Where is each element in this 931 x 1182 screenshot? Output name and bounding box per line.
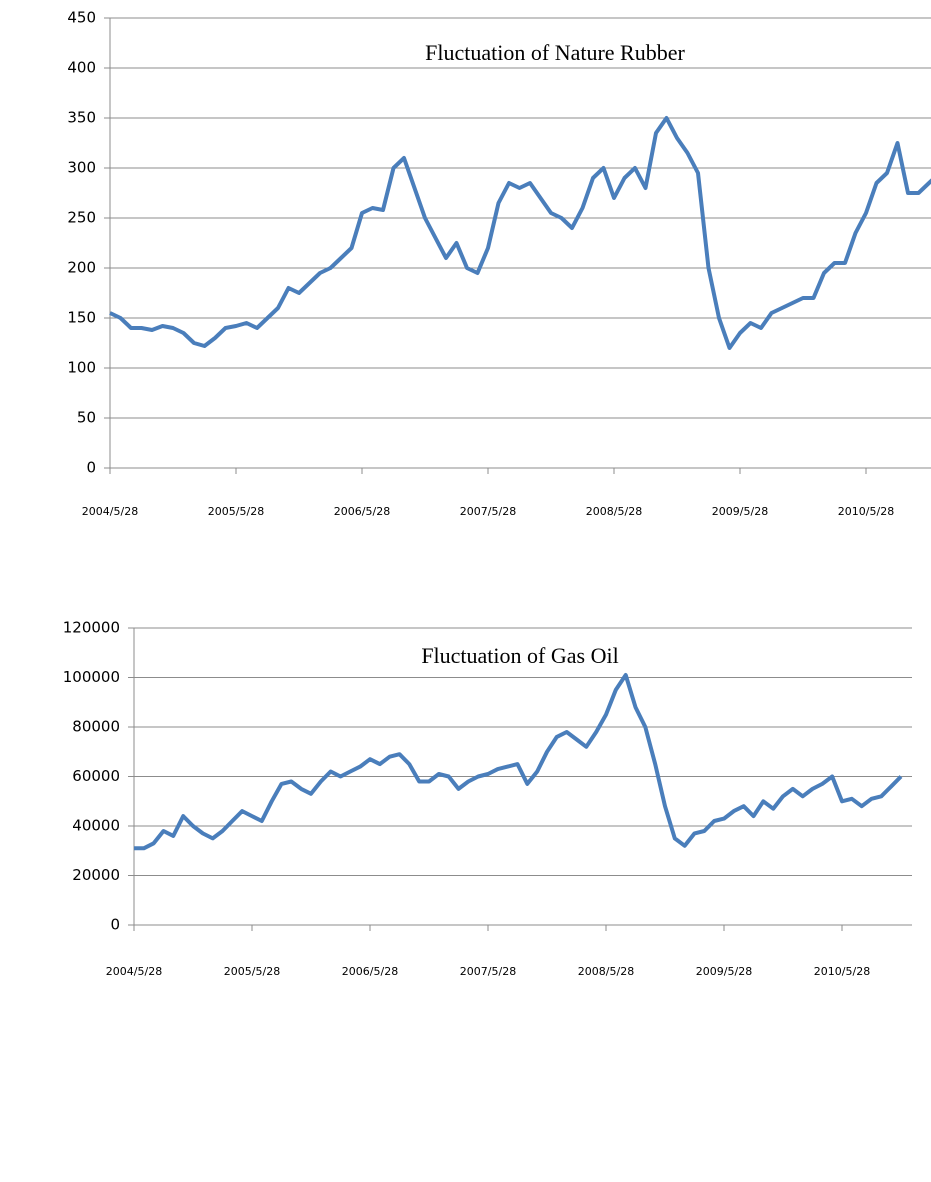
x-tick-label: 2007/5/28	[460, 505, 516, 518]
y-tick-label: 50	[77, 409, 96, 427]
y-tick-label: 40000	[72, 817, 120, 835]
x-tick-label: 2004/5/28	[106, 965, 162, 978]
y-tick-label: 20000	[72, 866, 120, 884]
x-tick-label: 2010/5/28	[838, 505, 894, 518]
y-tick-label: 300	[67, 159, 96, 177]
x-tick-label: 2005/5/28	[224, 965, 280, 978]
x-tick-label: 2007/5/28	[460, 965, 516, 978]
chart-title: Fluctuation of Gas Oil	[421, 643, 618, 668]
x-tick-label: 2004/5/28	[82, 505, 138, 518]
x-tick-label: 2006/5/28	[342, 965, 398, 978]
y-tick-label: 60000	[72, 767, 120, 785]
x-tick-label: 2008/5/28	[578, 965, 634, 978]
y-tick-label: 0	[110, 916, 120, 934]
chart-title: Fluctuation of Nature Rubber	[425, 40, 685, 65]
y-tick-label: 200	[67, 259, 96, 277]
y-tick-label: 120000	[63, 619, 120, 637]
y-tick-label: 0	[86, 459, 96, 477]
page: 0 50 100 150 200 250 300 350 400 450 2004/5/28 2005…	[0, 0, 931, 1182]
y-tick-label: 150	[67, 309, 96, 327]
data-line	[134, 675, 901, 848]
x-tick-label: 2010/5/28	[814, 965, 870, 978]
x-tick-label: 2009/5/28	[712, 505, 768, 518]
x-tick-label: 2005/5/28	[208, 505, 264, 518]
x-tick-label: 2009/5/28	[696, 965, 752, 978]
y-tick-label: 250	[67, 209, 96, 227]
y-tick-label: 400	[67, 59, 96, 77]
data-line	[110, 103, 931, 348]
x-tick-label: 2008/5/28	[586, 505, 642, 518]
y-tick-label: 80000	[72, 718, 120, 736]
y-tick-label: 100	[67, 359, 96, 377]
y-tick-label: 450	[67, 9, 96, 27]
y-tick-label: 100000	[63, 668, 120, 686]
y-tick-label: 350	[67, 109, 96, 127]
x-tick-label: 2006/5/28	[334, 505, 390, 518]
